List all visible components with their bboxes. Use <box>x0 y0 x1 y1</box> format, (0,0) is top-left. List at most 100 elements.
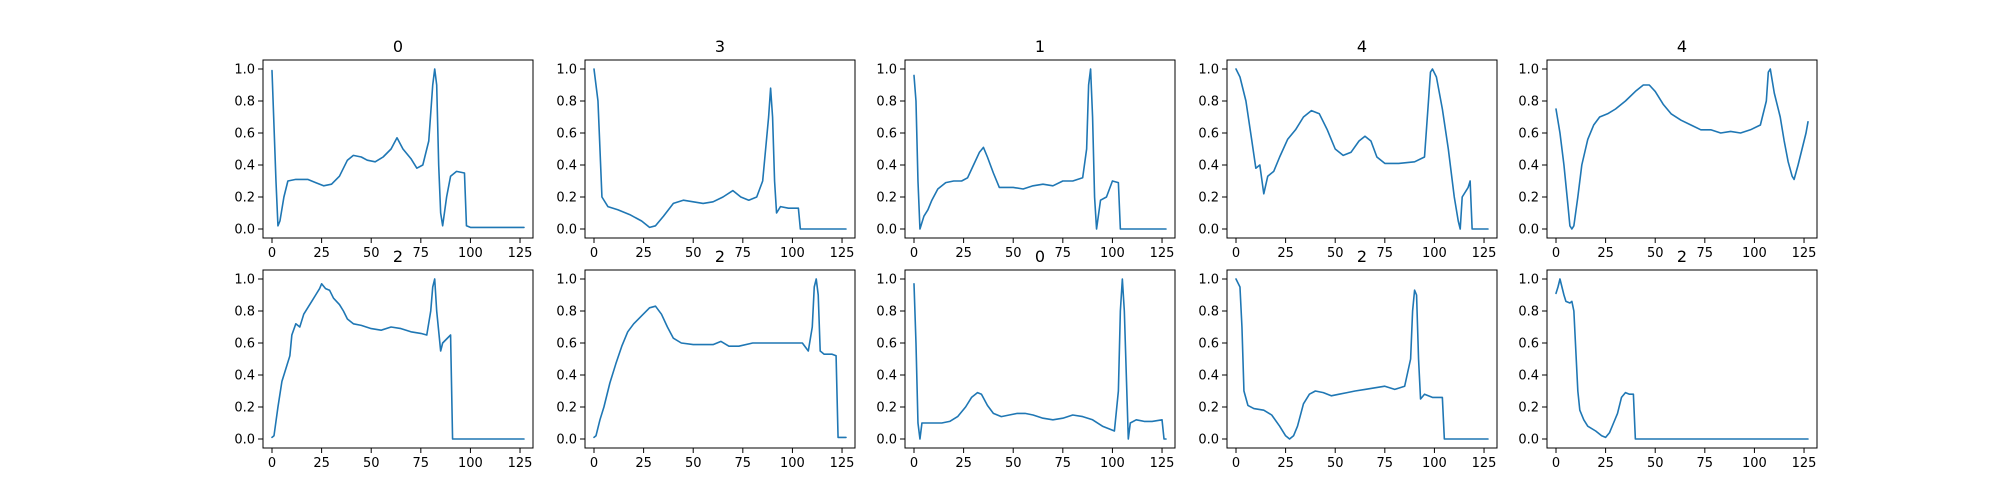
y-tick-label: 0.8 <box>1198 305 1219 320</box>
y-tick-label: 0.4 <box>556 159 577 174</box>
x-tick-label: 100 <box>780 456 805 471</box>
x-tick-label: 0 <box>1552 246 1560 261</box>
y-tick-label: 0.4 <box>556 369 577 384</box>
x-tick-label: 25 <box>1597 246 1614 261</box>
x-tick-label: 125 <box>1792 456 1817 471</box>
subplot-7: 0 0 25 50 75 100 125 0.0 0.2 0.4 0.6 0.8 1.0 <box>876 247 1176 471</box>
x-tick-label: 50 <box>1647 246 1664 261</box>
y-tick-label: 0.0 <box>876 223 897 238</box>
subplot-title: 2 <box>393 247 403 266</box>
subplot-title: 4 <box>1677 37 1687 56</box>
y-tick-label: 0.4 <box>234 369 255 384</box>
x-tick-label: 75 <box>1055 456 1072 471</box>
y-tick-label: 0.2 <box>234 191 255 206</box>
y-tick-label: 1.0 <box>234 63 255 78</box>
x-tick-label: 75 <box>413 456 430 471</box>
y-tick-label: 0.0 <box>876 433 897 448</box>
x-tick-label: 25 <box>1597 456 1614 471</box>
y-tick-label: 0.6 <box>1198 337 1219 352</box>
y-tick-label: 0.8 <box>876 95 897 110</box>
series-line <box>1235 278 1489 440</box>
x-tick-label: 75 <box>1697 456 1714 471</box>
y-tick-label: 0.4 <box>1198 369 1219 384</box>
x-tick-label: 0 <box>1232 246 1240 261</box>
axes-frame <box>584 269 856 449</box>
y-tick-label: 0.6 <box>234 337 255 352</box>
x-tick-label: 100 <box>458 246 483 261</box>
y-tick-label: 0.0 <box>556 223 577 238</box>
x-tick-label: 25 <box>1277 456 1294 471</box>
x-tick-label: 50 <box>685 246 702 261</box>
y-tick-label: 1.0 <box>1198 63 1219 78</box>
x-tick-label: 0 <box>910 456 918 471</box>
subplot-3: 4 0 25 50 75 100 125 0.0 0.2 0.4 0.6 0.8 1.0 <box>1198 37 1498 261</box>
y-tick-label: 0.4 <box>876 159 897 174</box>
y-tick-label: 1.0 <box>234 273 255 288</box>
x-tick-label: 100 <box>1422 246 1447 261</box>
x-tick-label: 125 <box>508 246 533 261</box>
subplot-2: 1 0 25 50 75 100 125 0.0 0.2 0.4 0.6 0.8 1.0 <box>876 37 1176 261</box>
y-tick-label: 1.0 <box>1518 63 1539 78</box>
x-tick-label: 0 <box>910 246 918 261</box>
subplot-8: 2 0 25 50 75 100 125 0.0 0.2 0.4 0.6 0.8 1.0 <box>1198 247 1498 471</box>
x-tick-label: 25 <box>313 456 330 471</box>
y-tick-label: 0.2 <box>876 191 897 206</box>
axes-frame <box>1226 59 1498 239</box>
series-line <box>1235 68 1489 230</box>
x-tick-label: 50 <box>1005 456 1022 471</box>
x-tick-label: 25 <box>635 246 652 261</box>
series-line <box>1555 278 1809 440</box>
subplot-title: 0 <box>1035 247 1045 266</box>
x-tick-label: 125 <box>508 456 533 471</box>
axes-frame <box>584 59 856 239</box>
x-tick-label: 75 <box>413 246 430 261</box>
x-tick-label: 25 <box>955 246 972 261</box>
y-tick-label: 0.8 <box>1198 95 1219 110</box>
series-line <box>593 68 847 230</box>
x-tick-label: 25 <box>635 456 652 471</box>
x-tick-label: 125 <box>830 456 855 471</box>
y-tick-label: 0.2 <box>1518 191 1539 206</box>
x-tick-label: 100 <box>1100 246 1125 261</box>
axes-frame <box>1546 269 1818 449</box>
y-tick-label: 0.6 <box>234 127 255 142</box>
subplot-title: 3 <box>715 37 725 56</box>
x-tick-label: 50 <box>1327 456 1344 471</box>
y-tick-label: 0.0 <box>234 433 255 448</box>
x-tick-label: 75 <box>1697 246 1714 261</box>
subplot-title: 2 <box>1677 247 1687 266</box>
subplot-title: 2 <box>715 247 725 266</box>
y-tick-label: 0.6 <box>1518 127 1539 142</box>
y-tick-label: 0.2 <box>234 401 255 416</box>
x-tick-label: 0 <box>590 456 598 471</box>
y-tick-label: 1.0 <box>1198 273 1219 288</box>
subplot-title: 1 <box>1035 37 1045 56</box>
x-tick-label: 50 <box>363 456 380 471</box>
series-line <box>593 278 847 439</box>
subplot-4: 4 0 25 50 75 100 125 0.0 0.2 0.4 0.6 0.8 1.0 <box>1518 37 1818 261</box>
y-tick-label: 0.6 <box>556 337 577 352</box>
y-tick-label: 0.6 <box>1198 127 1219 142</box>
y-tick-label: 0.4 <box>876 369 897 384</box>
y-tick-label: 0.4 <box>234 159 255 174</box>
y-tick-label: 0.8 <box>1518 305 1539 320</box>
x-tick-label: 125 <box>1472 246 1497 261</box>
y-tick-label: 0.0 <box>1518 433 1539 448</box>
x-tick-label: 25 <box>1277 246 1294 261</box>
x-tick-label: 25 <box>955 456 972 471</box>
y-tick-label: 0.4 <box>1518 369 1539 384</box>
y-tick-label: 0.8 <box>1518 95 1539 110</box>
y-tick-label: 0.2 <box>1198 401 1219 416</box>
x-tick-label: 50 <box>685 456 702 471</box>
x-tick-label: 125 <box>1150 456 1175 471</box>
x-tick-label: 75 <box>1377 456 1394 471</box>
x-tick-label: 75 <box>735 246 752 261</box>
y-tick-label: 0.2 <box>1518 401 1539 416</box>
x-tick-label: 0 <box>268 246 276 261</box>
x-tick-label: 50 <box>1005 246 1022 261</box>
y-tick-label: 0.2 <box>556 401 577 416</box>
series-line <box>1555 68 1809 230</box>
x-tick-label: 125 <box>1792 246 1817 261</box>
subplot-9: 2 0 25 50 75 100 125 0.0 0.2 0.4 0.6 0.8 1.0 <box>1518 247 1818 471</box>
